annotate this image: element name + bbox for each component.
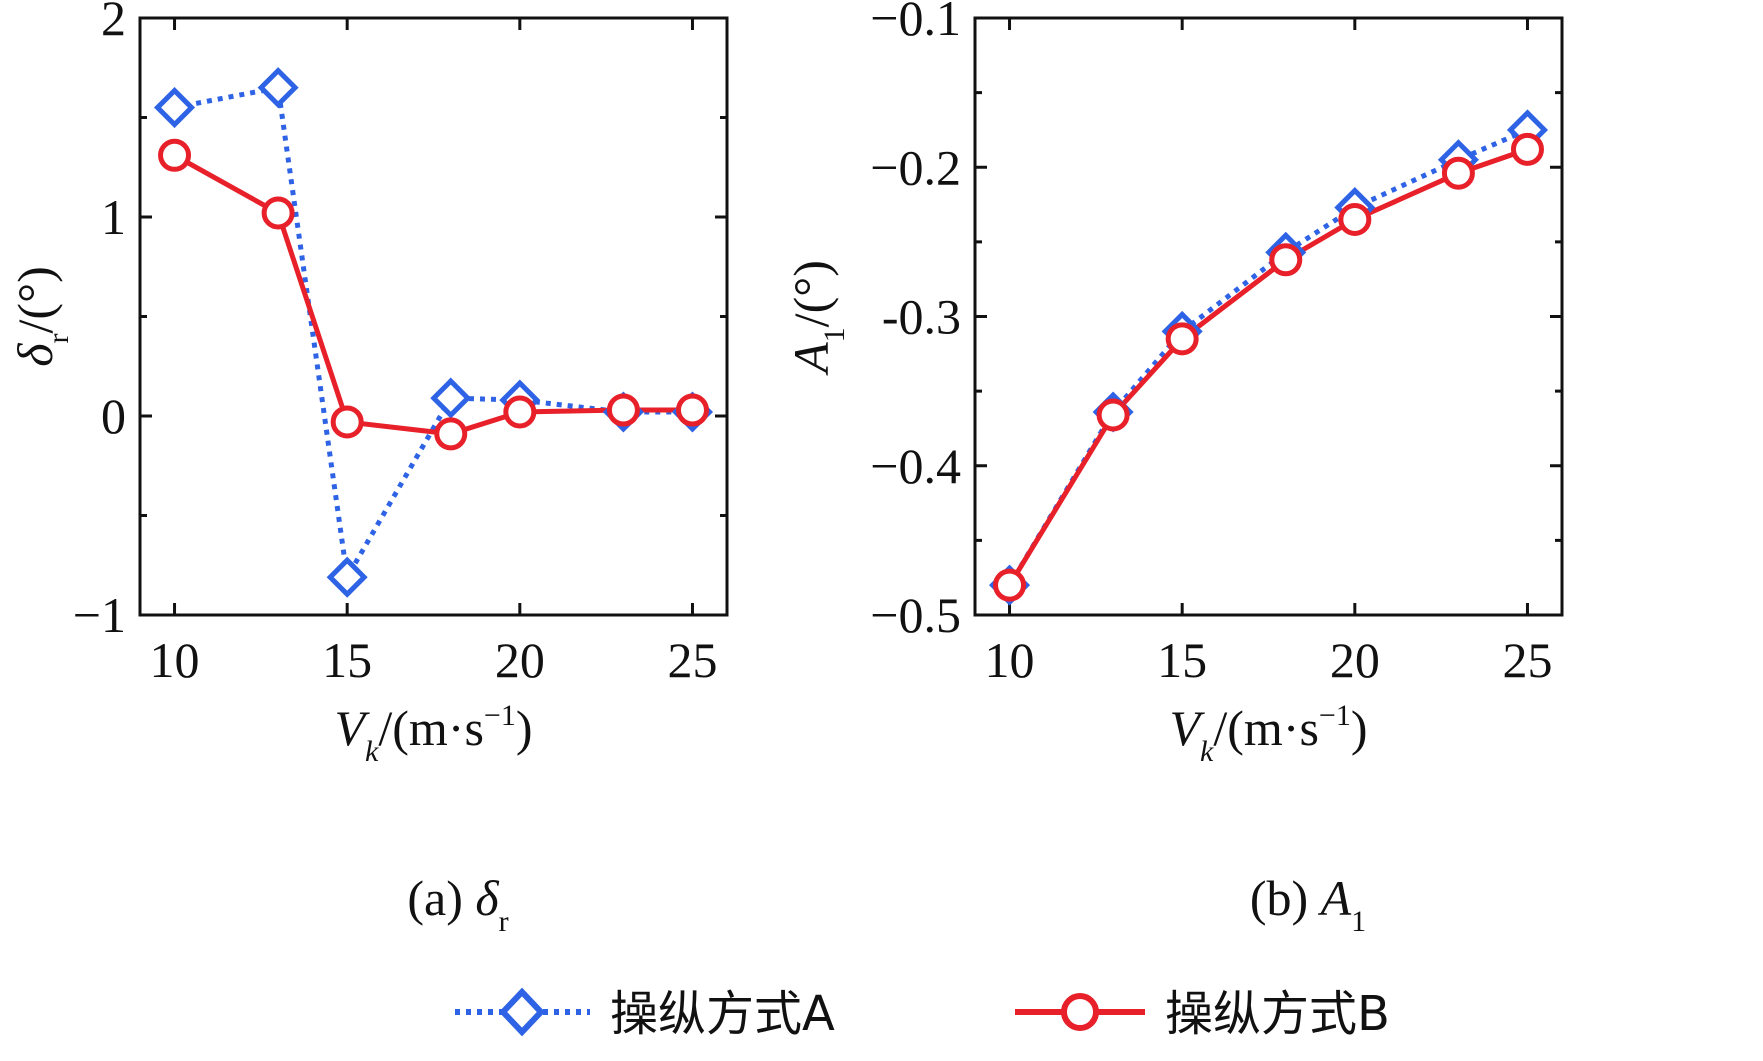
x-tick-label: 15 <box>1157 632 1207 688</box>
legend: 操纵方式A 操纵方式B <box>455 986 1390 1042</box>
series-b-line <box>1007 146 1529 587</box>
series-b-point <box>606 393 640 427</box>
x-tick-label: 20 <box>1330 632 1380 688</box>
series-a-line <box>1007 127 1529 587</box>
y-tick-label: −0.2 <box>870 139 961 195</box>
series-a-point <box>430 377 472 419</box>
legend-label-a: 操纵方式A <box>610 986 835 1042</box>
caption-b: (b) A1 <box>1250 870 1366 938</box>
plot-frame <box>973 16 1564 617</box>
series-b-point <box>261 196 295 230</box>
series-b-point <box>503 395 537 429</box>
series-a-point <box>153 87 196 129</box>
x-tick-label: 25 <box>667 632 717 688</box>
y-tick-label: 0 <box>101 388 126 444</box>
series-b-point <box>1096 398 1130 432</box>
y-tick-label: −1 <box>73 587 126 643</box>
x-axis-label: Vk/(m·s−1) <box>335 699 533 768</box>
x-tick-label: 20 <box>495 632 545 688</box>
legend-item-a: 操纵方式A <box>455 986 835 1042</box>
x-tick-label: 10 <box>985 632 1035 688</box>
series-a-line <box>174 84 693 585</box>
series-b-point <box>993 568 1027 602</box>
y-tick-label: −0.1 <box>870 0 961 46</box>
series-b-point <box>675 393 709 427</box>
series-b-line <box>173 153 693 437</box>
y-axis-label: δr/(°) <box>7 266 75 366</box>
series-b-point <box>330 405 364 439</box>
x-tick-label: 10 <box>150 632 200 688</box>
x-axis-label: Vk/(m·s−1) <box>1170 699 1368 768</box>
series-b-point <box>1441 156 1475 190</box>
y-tick-label: 1 <box>101 189 126 245</box>
diamond-icon <box>498 987 546 1037</box>
y-tick-label: −0.5 <box>870 587 961 643</box>
series-a-point <box>257 67 299 109</box>
series-b-point <box>1269 243 1303 277</box>
x-tick-label: 25 <box>1502 632 1552 688</box>
series-b-point <box>1510 132 1544 166</box>
series-b-point <box>1338 202 1372 236</box>
chart-panel-a: 10 15 20 25 −1 0 1 2 Vk/(m·s−1) δr/(°) <box>7 0 729 768</box>
chart-panel-b: 10 15 20 25 −0.5 −0.4 -0.3 −0.2 −0.1 Vk/(m·s−1) A1… <box>783 0 1564 768</box>
caption-a: (a) δr <box>407 870 508 938</box>
legend-item-b: 操纵方式B <box>1015 986 1390 1042</box>
y-tick-label: −0.4 <box>870 438 961 494</box>
series-b-point <box>158 138 192 172</box>
series-b-point <box>434 417 468 451</box>
y-axis-label: A1/(°) <box>783 260 851 376</box>
plot-frame <box>138 16 729 617</box>
y-tick-label: 2 <box>101 0 126 46</box>
series-a-point <box>326 556 368 598</box>
y-tick-label: -0.3 <box>882 289 961 345</box>
x-tick-label: 15 <box>322 632 372 688</box>
series-b-point <box>1165 322 1199 356</box>
circle-icon <box>1061 993 1099 1031</box>
legend-label-b: 操纵方式B <box>1165 986 1390 1042</box>
